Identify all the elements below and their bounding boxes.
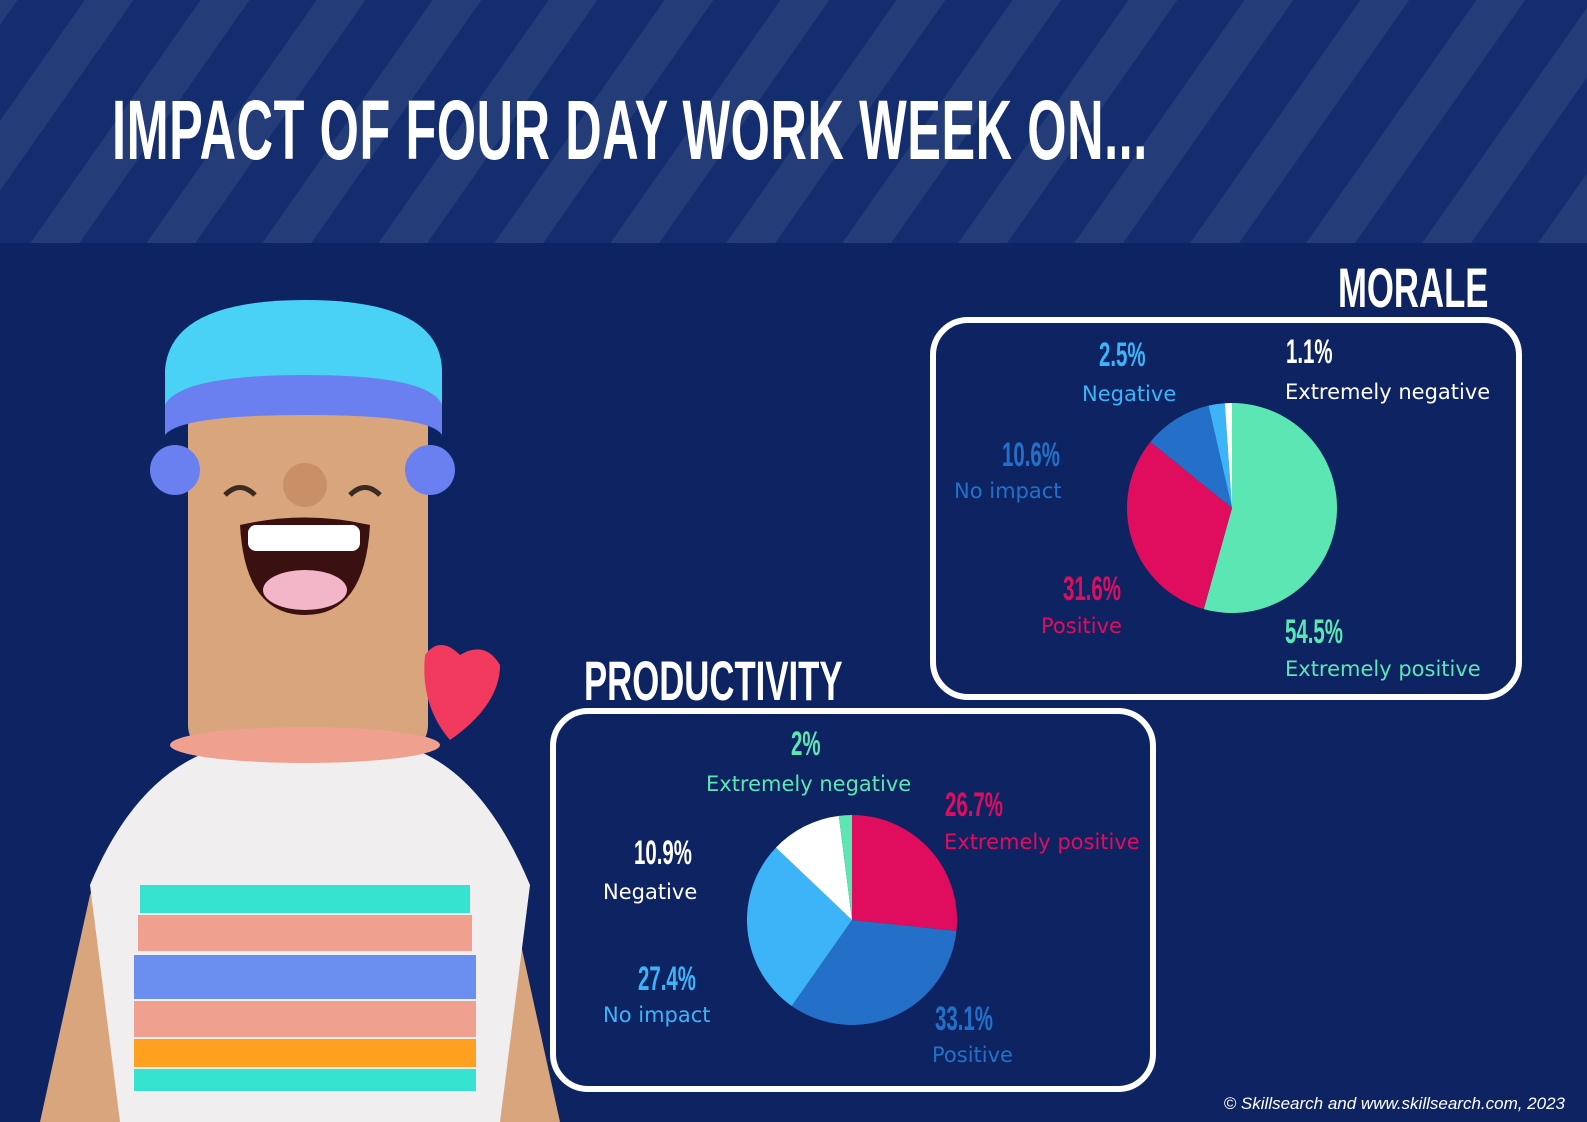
productivity-title: PRODUCTIVITY: [584, 649, 843, 712]
pie-slice-negative: [775, 815, 852, 920]
productivity-positive-label: Positive: [932, 1043, 1013, 1067]
morale-extremely-positive-label: Extremely positive: [1285, 657, 1481, 681]
pie-slice-no-impact: [1150, 405, 1232, 508]
productivity-extremely-positive-label: Extremely positive: [944, 830, 1140, 854]
morale-no-impact-label: No impact: [954, 479, 1062, 503]
morale-title: MORALE: [1338, 256, 1489, 319]
morale-no-impact-value: 10.6%: [1002, 436, 1060, 474]
pie-slice-extremely-positive: [1203, 403, 1337, 613]
pie-slice-negative: [1208, 403, 1232, 508]
morale-extremely-negative-value: 1.1%: [1286, 333, 1333, 371]
morale-pie-chart: [1127, 403, 1337, 613]
morale-panel: [930, 317, 1522, 700]
productivity-extremely-positive-value: 26.7%: [945, 786, 1003, 824]
productivity-extremely-negative-value: 2%: [791, 725, 821, 763]
copyright-credit: © Skillsearch and www.skillsearch.com, 2…: [1223, 1094, 1565, 1113]
productivity-positive-value: 33.1%: [935, 1000, 993, 1038]
productivity-extremely-negative-label: Extremely negative: [706, 772, 912, 796]
pie-slice-positive: [1127, 441, 1232, 610]
morale-positive-label: Positive: [1041, 614, 1122, 638]
morale-negative-value: 2.5%: [1099, 336, 1146, 374]
morale-extremely-positive-value: 54.5%: [1285, 613, 1343, 651]
pie-slice-positive: [791, 920, 957, 1025]
cartoon-character-illustration: [40, 300, 560, 1122]
pie-slice-no-impact: [747, 847, 852, 1006]
productivity-negative-value: 10.9%: [634, 834, 692, 872]
productivity-no-impact-value: 27.4%: [638, 960, 696, 998]
productivity-no-impact-label: No impact: [603, 1003, 711, 1027]
page-title: IMPACT OF FOUR DAY WORK WEEK ON...: [112, 83, 1148, 177]
pie-slice-extremely-negative: [838, 815, 852, 920]
header-banner: [0, 0, 1587, 243]
morale-extremely-negative-label: Extremely negative: [1285, 380, 1491, 404]
productivity-panel: [550, 708, 1156, 1092]
morale-positive-value: 31.6%: [1063, 570, 1121, 608]
pie-slice-extremely-positive: [852, 815, 957, 932]
productivity-negative-label: Negative: [603, 880, 698, 904]
morale-negative-label: Negative: [1082, 382, 1177, 406]
pie-slice-extremely-negative: [1224, 403, 1232, 508]
productivity-pie-chart: [747, 815, 957, 1025]
